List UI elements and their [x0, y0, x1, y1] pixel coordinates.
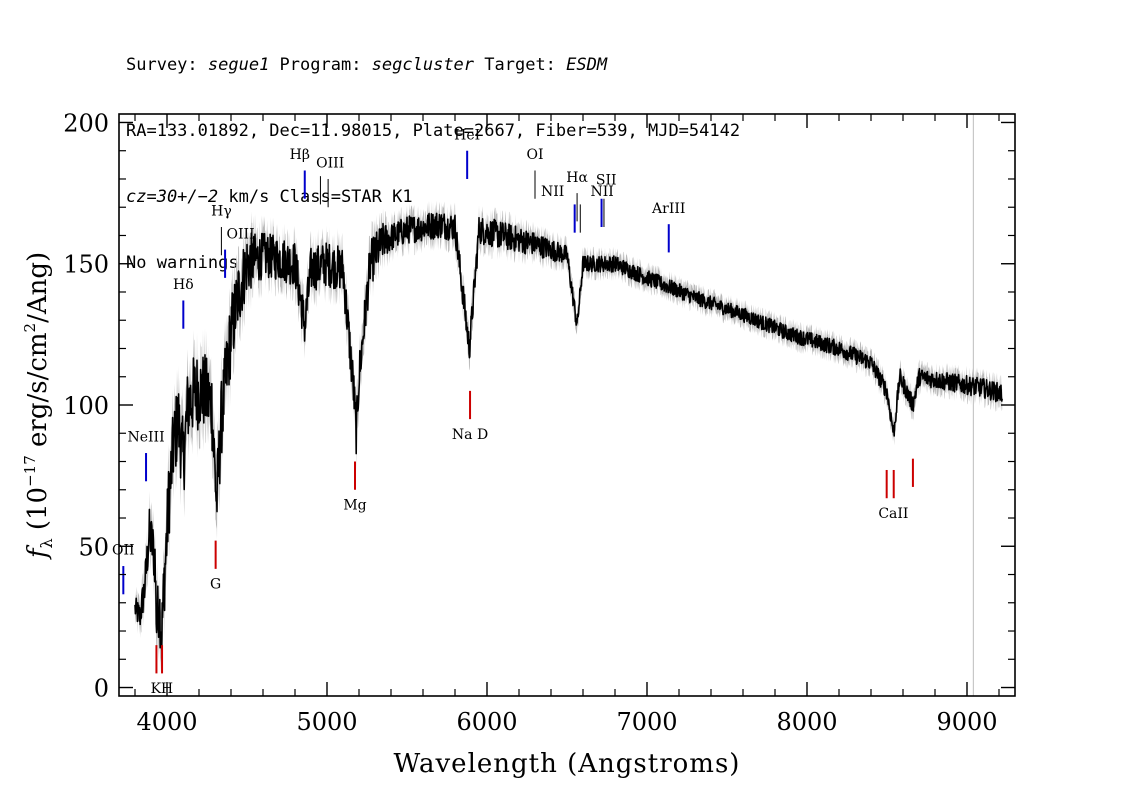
x-tick-label: 8000: [776, 708, 837, 736]
spectral-line-label: HeI: [454, 127, 480, 143]
y-tick-label: 100: [63, 392, 109, 420]
spectral-line-label: NII: [541, 184, 564, 200]
survey-label: Survey:: [126, 55, 208, 75]
header-line-redshift: cz=30+/−2 km/s Class=STAR K1: [126, 186, 1026, 208]
target-value: ESDM: [566, 55, 608, 75]
spectrum-header: Survey: segue1 Program: segcluster Targe…: [126, 10, 1026, 296]
spectrum-error-band: [135, 200, 1003, 676]
spectral-line-label: Na D: [452, 427, 488, 443]
x-tick-label: 5000: [296, 708, 357, 736]
spectrum-line: [134, 212, 1003, 651]
axis-ticks: 4000 5000 6000 7000 8000 9000 0 50 100 150 200: [63, 109, 1015, 736]
spectral-line-label: Hα: [566, 170, 588, 186]
program-value: segcluster: [371, 55, 475, 75]
x-axis-label: Wavelength (Angstroms): [394, 749, 741, 779]
y-tick-label: 0: [94, 675, 109, 703]
spectral-line-label: K: [151, 681, 162, 697]
spectral-line-label: Mg: [343, 498, 366, 514]
spectrum-layer: [134, 200, 1003, 676]
spectral-line-label: SII: [596, 173, 617, 189]
spectral-line-label: Hδ: [173, 277, 194, 293]
spectral-line-layer: OIINeIIIHδHγOIIIHβOIIIHeIOINIIHαNIISIIAr…: [112, 127, 914, 697]
survey-value: segue1: [207, 55, 270, 75]
y-tick-label: 200: [63, 109, 109, 137]
spectral-line-label: OIII: [227, 226, 255, 242]
spectral-line-label: OII: [112, 543, 135, 559]
target-label: Target:: [474, 55, 567, 75]
header-line-coordinates: RA=133.01892, Dec=11.98015, Plate=2667, …: [126, 121, 741, 141]
y-axis-label-subscript: λ: [37, 538, 56, 548]
x-tick-label: 4000: [136, 708, 197, 736]
x-tick-label: 7000: [616, 708, 677, 736]
spectral-line-label: OI: [526, 147, 543, 163]
y-axis-label-exponent: −17: [21, 455, 39, 487]
spectral-line-label: G: [210, 577, 221, 593]
y-tick-label: 50: [78, 533, 109, 561]
program-label: Program:: [269, 55, 372, 75]
y-axis-label-exponent-2: 2: [21, 323, 39, 333]
spectral-line-label: ArIII: [651, 201, 685, 217]
header-line-survey: Survey: segue1 Program: segcluster Targe…: [126, 54, 1026, 76]
y-axis-label-unit-a: (10: [23, 487, 53, 539]
y-tick-label: 150: [63, 251, 109, 279]
spectral-line-label: OIII: [316, 156, 344, 172]
spectral-line-label: NII: [591, 184, 614, 200]
spectral-line-label: Hγ: [211, 204, 232, 220]
spectral-line-label: Hβ: [290, 147, 310, 163]
spectral-line-label: CaII: [878, 506, 908, 522]
y-axis-label-unit-c: /Ang): [23, 252, 53, 323]
spectral-line-label: NeIII: [127, 430, 164, 446]
class-value: km/s Class=STAR K1: [218, 187, 413, 207]
x-tick-label: 9000: [936, 708, 997, 736]
x-tick-label: 6000: [456, 708, 517, 736]
plot-frame: [118, 113, 1016, 697]
redshift-value: cz=30+/−2: [126, 187, 219, 207]
y-axis-label: fλ (10−17 erg/s/cm2/Ang): [21, 252, 56, 560]
y-axis-label-unit-b: erg/s/cm: [23, 332, 53, 455]
